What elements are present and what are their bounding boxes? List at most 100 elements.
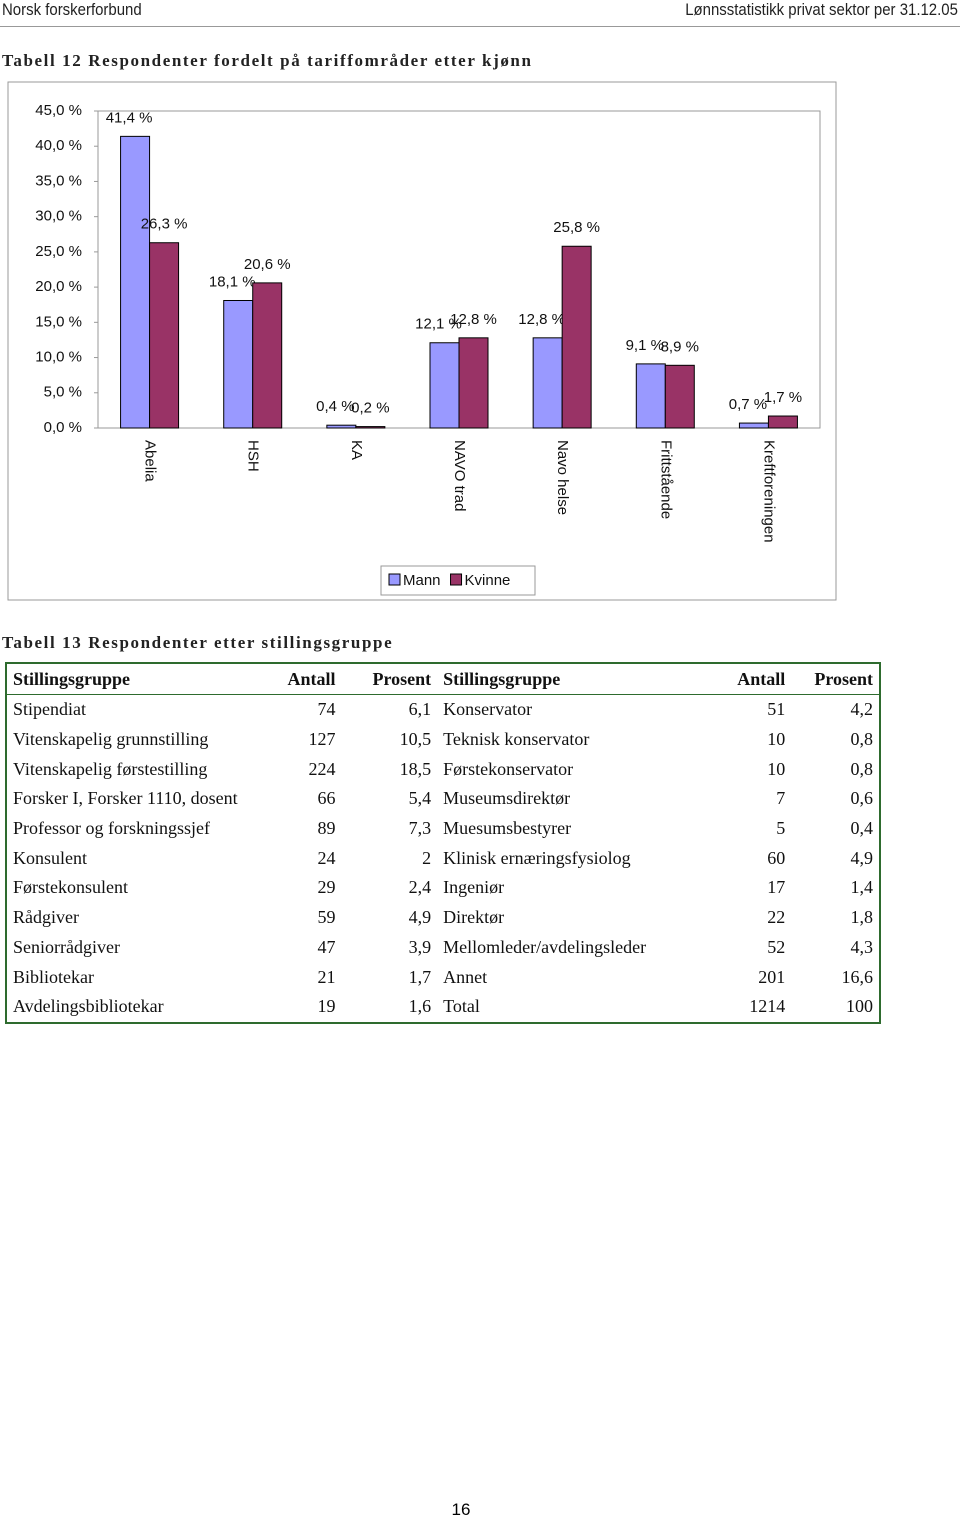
table-cell: 1,6 (408, 996, 432, 1017)
x-tick-label: Frittstående (657, 440, 674, 519)
table-row: Stipendiat 74 6,1 Konservator 51 4,2 (6, 695, 880, 725)
legend-label: Kvinne (465, 572, 511, 589)
y-tick-label: 15,0 % (35, 313, 82, 330)
table-cell: 4,9 (850, 847, 874, 868)
column-header: Prosent (341, 663, 438, 695)
table-cell: 7 (776, 788, 786, 809)
table-cell: Ingeniør (443, 877, 505, 898)
value-label: 41,4 % (106, 109, 153, 126)
legend-label: Mann (403, 572, 441, 589)
table-cell: Mellomleder/avdelingsleder (443, 936, 647, 957)
chart-title: Tabell 12 Respondenter fordelt på tariff… (2, 51, 533, 70)
table-cell: 5 (776, 818, 786, 839)
y-tick-label: 10,0 % (35, 349, 82, 366)
bar (326, 424, 357, 429)
bar (120, 135, 151, 429)
header-right: Lønnsstatistikk privat sektor per 31.12.… (685, 0, 958, 19)
value-label: 0,7 % (729, 396, 767, 413)
table-cell: 0,8 (850, 729, 874, 750)
table-cell: 19 (317, 996, 336, 1017)
table-row: Konsulent 24 2 Klinisk ernæringsfysiolog 60 4… (6, 843, 880, 873)
y-tick-label: 20,0 % (35, 278, 82, 295)
table-cell: 100 (846, 996, 873, 1017)
table-row: Vitenskapelig grunnstilling 127 10,5 Teknis… (6, 725, 880, 755)
y-tick-label: 45,0 % (35, 102, 82, 119)
legend-swatch (388, 573, 401, 586)
table-cell: Avdelingsbibliotekar (13, 996, 164, 1017)
table-cell: 74 (317, 699, 336, 720)
table-row: Avdelingsbibliotekar 19 1,6 Total 1214 100 (6, 992, 880, 1023)
table-cell: 2 (422, 847, 432, 868)
bar (252, 282, 283, 429)
bar (355, 426, 386, 429)
table-cell: Direktør (443, 907, 505, 928)
bar (223, 299, 254, 429)
x-tick-label: NAVO trad (451, 440, 468, 511)
table-row: Vitenskapelig førstestilling 224 18,5 Først… (6, 754, 880, 784)
bar (561, 245, 592, 429)
table-cell: Muesumsbestyrer (443, 818, 572, 839)
table-cell: 16,6 (841, 966, 874, 987)
table-cell: Bibliotekar (13, 966, 94, 987)
table-cell: 5,4 (408, 788, 432, 809)
table-cell: 2,4 (408, 877, 432, 898)
column-header: Stillingsgruppe (6, 663, 264, 695)
bar (458, 337, 489, 429)
table-cell: Stipendiat (13, 699, 86, 720)
value-label: 12,1 % (415, 316, 462, 333)
value-label: 0,4 % (316, 398, 354, 415)
table-cell: 21 (317, 966, 336, 987)
table-cell: Konservator (443, 699, 533, 720)
table-cell: 29 (317, 877, 336, 898)
table-cell: 4,2 (850, 699, 874, 720)
column-header: Prosent (791, 663, 880, 695)
table-cell: Vitenskapelig førstestilling (13, 758, 208, 779)
table-cell: 10,5 (399, 729, 432, 750)
value-label: 9,1 % (626, 337, 664, 354)
page-number: 16 (451, 1500, 471, 1519)
y-tick-label: 30,0 % (35, 208, 82, 225)
table-row: Førstekonsulent 29 2,4 Ingeniør 17 1,4 (6, 873, 880, 903)
table-cell: 18,5 (399, 758, 432, 779)
table-cell: 4,3 (850, 936, 874, 957)
value-label: 8,9 % (661, 338, 699, 355)
bar (738, 422, 769, 429)
bar (664, 364, 695, 429)
table-cell: Teknisk konservator (443, 729, 590, 750)
y-tick-label: 25,0 % (35, 243, 82, 260)
table-cell: 1,8 (850, 907, 874, 928)
value-label: 1,7 % (764, 389, 802, 406)
bar (635, 363, 666, 429)
table-cell: Total (443, 996, 480, 1017)
table-cell: Rådgiver (13, 907, 79, 928)
table-title: Tabell 13 Respondenter etter stillingsgr… (2, 633, 394, 652)
table-cell: 22 (767, 907, 786, 928)
table-row: Seniorrådgiver 47 3,9 Mellomleder/avdelings… (6, 933, 880, 963)
table-cell: 89 (317, 818, 336, 839)
value-label: 20,6 % (244, 256, 291, 273)
table-cell: Forsker I, Forsker 1110, dosent (13, 788, 238, 809)
x-tick-label: Abelia (142, 440, 159, 482)
table-cell: Førstekonsulent (13, 877, 128, 898)
bar (532, 337, 563, 429)
bar (767, 415, 798, 429)
column-header: Antall (263, 663, 342, 695)
table-cell: 0,6 (850, 788, 874, 809)
table-cell: 52 (767, 936, 786, 957)
table-cell: Professor og forskningssjef (13, 818, 210, 839)
table-cell: 0,8 (850, 758, 874, 779)
table-cell: 60 (767, 847, 786, 868)
table-cell: Vitenskapelig grunnstilling (13, 729, 209, 750)
y-tick-label: 5,0 % (44, 384, 82, 401)
table-cell: 24 (317, 847, 336, 868)
table-cell: Annet (443, 966, 488, 987)
header-row: Stillingsgruppe Antall Prosent Stillingsgru… (6, 663, 880, 695)
header-left: Norsk forskerforbund (2, 0, 142, 19)
table-cell: 6,1 (408, 699, 432, 720)
value-label: 12,8 % (450, 311, 497, 328)
table-cell: 7,3 (408, 818, 432, 839)
y-tick-label: 40,0 % (35, 137, 82, 154)
table-cell: 10 (767, 758, 786, 779)
table-cell: 201 (758, 966, 786, 987)
table-cell: 127 (308, 729, 336, 750)
